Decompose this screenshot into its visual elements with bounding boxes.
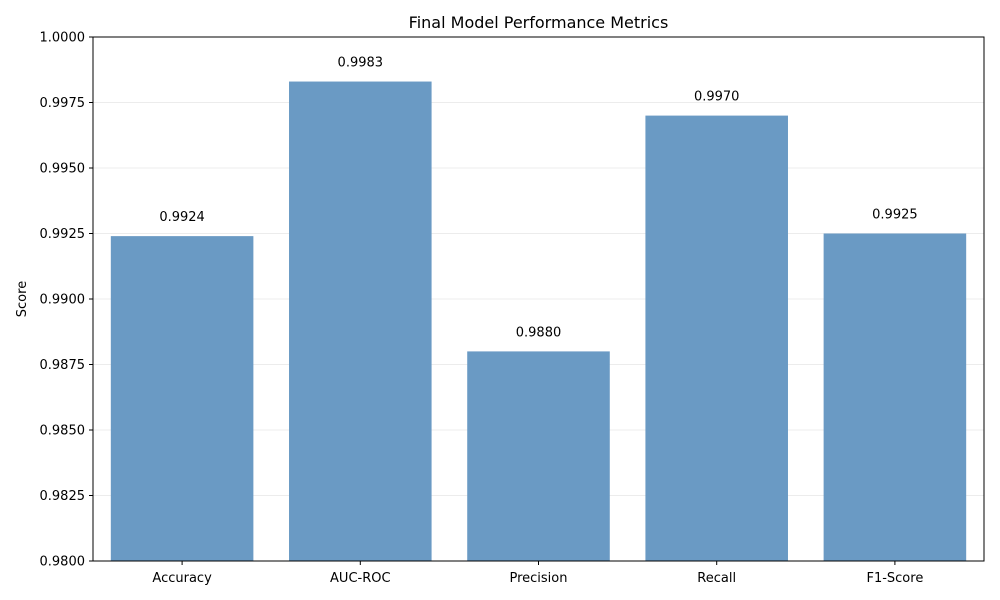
bar-auc-roc — [289, 81, 432, 561]
y-axis-label: Score — [15, 281, 30, 317]
y-tick-label: 0.9950 — [40, 162, 86, 177]
bar-value-label: 0.9925 — [872, 208, 918, 223]
y-tick-label: 0.9925 — [40, 227, 86, 242]
x-tick-label: Recall — [697, 571, 736, 586]
y-tick-label: 0.9850 — [40, 424, 86, 439]
chart-title: Final Model Performance Metrics — [409, 13, 669, 32]
bar-recall — [645, 115, 788, 561]
y-tick-label: 1.0000 — [40, 31, 86, 46]
x-tick-label: F1-Score — [866, 571, 923, 586]
y-tick-label: 0.9900 — [40, 293, 86, 308]
bar-value-label: 0.9983 — [338, 56, 384, 71]
y-tick-label: 0.9875 — [40, 358, 86, 373]
plot-frame — [92, 36, 985, 562]
bar-value-label: 0.9970 — [694, 90, 740, 105]
y-tick-label: 0.9800 — [40, 555, 86, 570]
y-tick-label: 0.9975 — [40, 96, 86, 111]
x-tick-label: AUC-ROC — [330, 571, 391, 586]
x-axis-ticks: Accuracy AUC-ROC Precision Recall F1-Score — [152, 561, 923, 586]
x-tick-label: Precision — [509, 571, 567, 586]
y-tick-label: 0.9825 — [40, 489, 86, 504]
y-axis-ticks: 0.9800 0.9825 0.9850 0.9875 0.9900 0.9925 0.99… — [40, 31, 93, 570]
bar-precision — [467, 351, 610, 561]
x-tick-label: Accuracy — [152, 571, 212, 586]
value-labels: 0.9924 0.9983 0.9880 0.9970 0.9925 — [159, 56, 917, 341]
bar-f1-score — [823, 233, 967, 561]
bars — [110, 81, 967, 561]
bar-value-label: 0.9880 — [516, 325, 562, 340]
bar-accuracy — [110, 236, 254, 561]
bar-value-label: 0.9924 — [159, 210, 205, 225]
